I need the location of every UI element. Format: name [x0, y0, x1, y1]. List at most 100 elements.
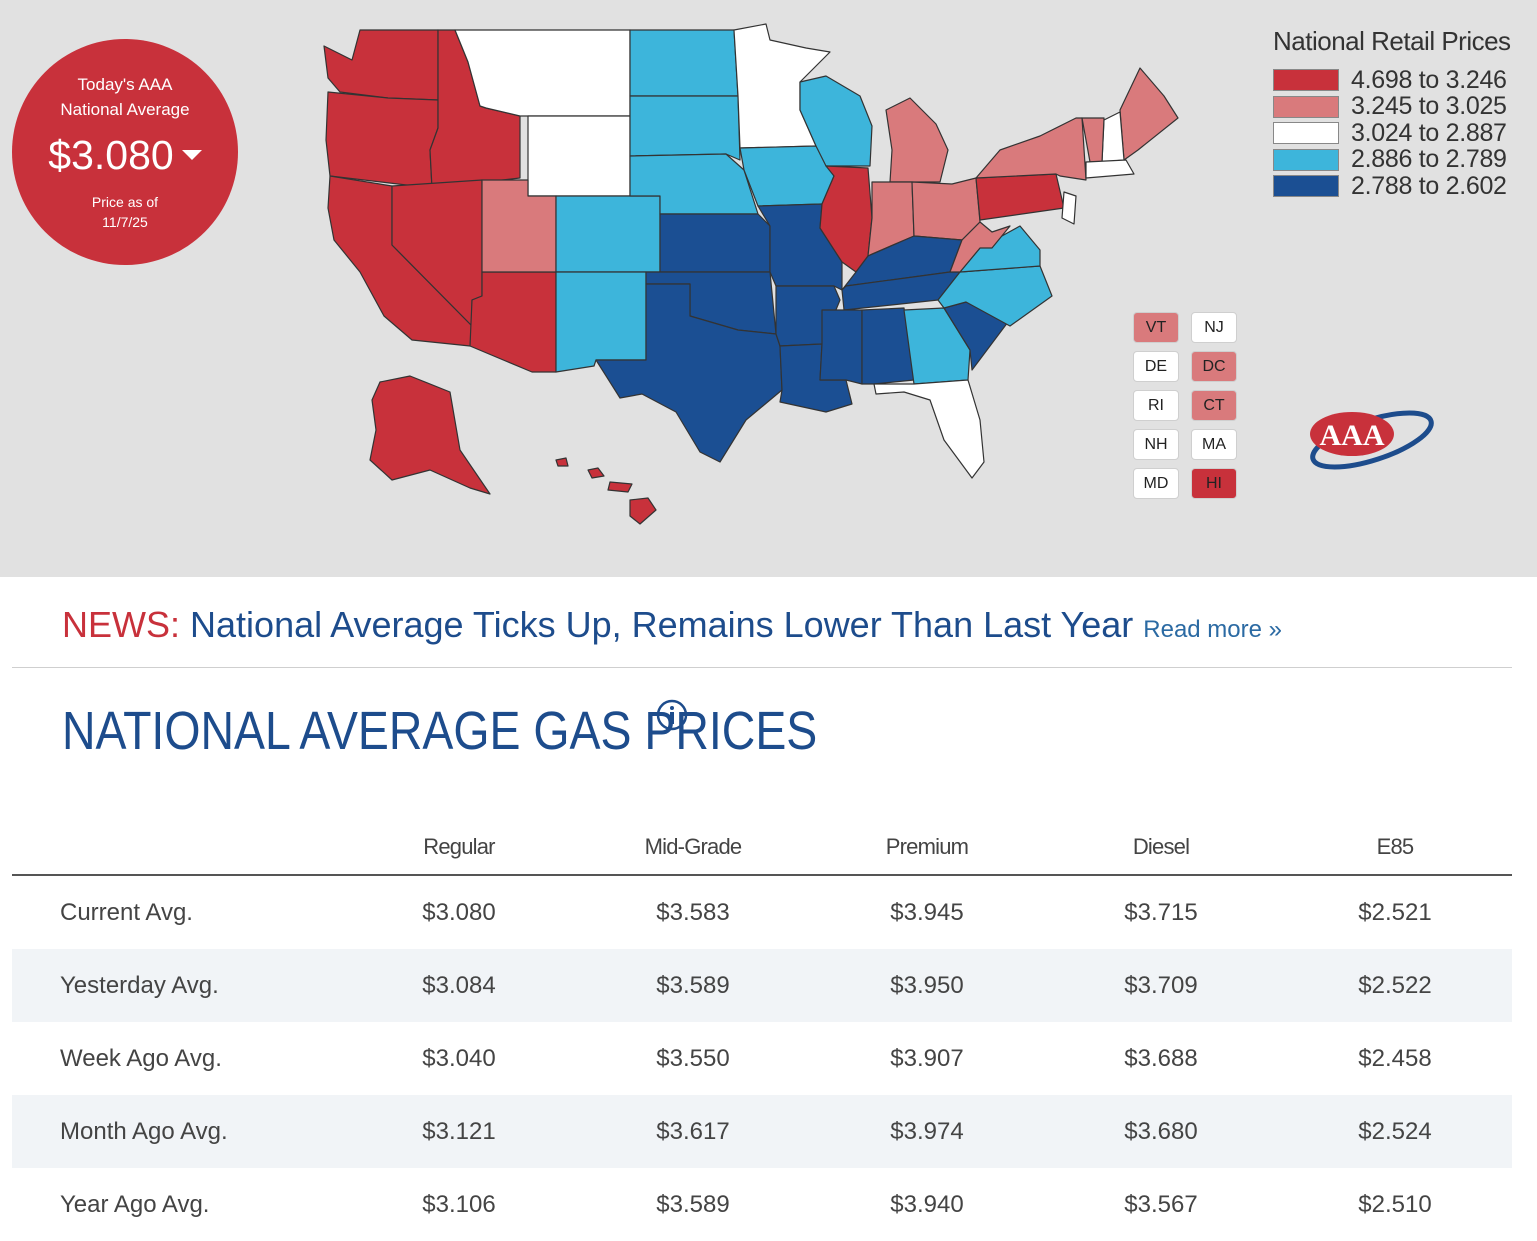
legend-item: 2.788 to 2.602 [1273, 172, 1511, 200]
state-vt[interactable] [1081, 117, 1105, 163]
state-me[interactable] [1119, 67, 1179, 161]
table-cell: $3.567 [1124, 1190, 1198, 1218]
aaa-logo: AAA [1310, 410, 1434, 470]
table-cell: $3.121 [422, 1117, 496, 1145]
state-pa[interactable] [975, 173, 1065, 221]
state-nj[interactable] [1061, 191, 1077, 225]
state-box-md[interactable]: MD [1133, 468, 1179, 499]
state-ny[interactable] [975, 117, 1087, 181]
table-cell: $2.510 [1358, 1190, 1432, 1218]
table-header-e85: E85 [1376, 834, 1415, 859]
table-cell: $2.458 [1358, 1044, 1432, 1072]
legend-swatch [1273, 95, 1339, 118]
section-title: NATIONAL AVERAGE GAS PRICES [62, 701, 818, 761]
state-box-hi[interactable]: HI [1191, 468, 1237, 499]
legend-item: 3.245 to 3.025 [1273, 92, 1511, 120]
state-il[interactable] [819, 165, 873, 273]
state-box-ct[interactable]: CT [1191, 390, 1237, 421]
info-icon[interactable] [655, 698, 689, 732]
state-al[interactable] [861, 307, 915, 385]
table-row: Month Ago Avg. $3.121 $3.617 $3.974 $3.6… [12, 1095, 1512, 1168]
table-cell: $3.715 [1124, 898, 1198, 926]
table-cell: $3.084 [422, 971, 496, 999]
state-hi-islands[interactable] [587, 467, 605, 479]
state-nh[interactable] [1101, 111, 1125, 163]
state-fl[interactable] [873, 379, 985, 479]
table-row: Current Avg. $3.080 $3.583 $3.945 $3.715… [12, 876, 1512, 949]
state-mt[interactable] [454, 29, 631, 117]
state-oh[interactable] [911, 177, 981, 241]
legend-label: 4.698 to 3.246 [1351, 65, 1507, 94]
national-average-price[interactable]: $3.080 [12, 131, 238, 179]
table-cell: $3.680 [1124, 1117, 1198, 1145]
table-cell: $3.589 [656, 1190, 730, 1218]
state-ma[interactable] [1085, 159, 1135, 179]
price-value: $3.080 [48, 132, 174, 178]
state-tx[interactable] [595, 283, 783, 463]
state-wi[interactable] [799, 75, 873, 167]
table-header-regular: Regular [423, 834, 495, 859]
table-cell: $3.589 [656, 971, 730, 999]
table-header-row: Regular Mid-Grade Premium Diesel E85 [12, 820, 1512, 876]
state-az[interactable] [469, 271, 557, 373]
row-label: Year Ago Avg. [60, 1190, 210, 1218]
state-box-nh[interactable]: NH [1133, 429, 1179, 460]
legend-label: 2.886 to 2.789 [1351, 145, 1507, 174]
legend-item: 2.886 to 2.789 [1273, 145, 1511, 174]
state-wv[interactable] [949, 221, 1011, 273]
state-box-ma[interactable]: MA [1191, 429, 1237, 460]
state-box-nj[interactable]: NJ [1191, 312, 1237, 343]
legend-swatch [1273, 175, 1339, 198]
state-hi[interactable] [629, 497, 657, 525]
state-sd[interactable] [629, 95, 741, 161]
table-cell: $3.945 [890, 898, 964, 926]
state-ms[interactable] [819, 309, 863, 385]
state-co[interactable] [555, 195, 661, 273]
table-cell: $3.040 [422, 1044, 496, 1072]
table-cell: $3.106 [422, 1190, 496, 1218]
badge-title-line2: National Average [60, 100, 190, 119]
legend-item: 4.698 to 3.246 [1273, 65, 1511, 94]
state-ak[interactable] [369, 375, 491, 495]
legend: National Retail Prices 4.698 to 3.246 3.… [1273, 26, 1511, 200]
state-mi[interactable] [885, 97, 949, 183]
table-cell: $3.583 [656, 898, 730, 926]
price-date: Price as of 11/7/25 [12, 192, 238, 232]
legend-swatch [1273, 69, 1339, 92]
table-row: Yesterday Avg. $3.084 $3.589 $3.950 $3.7… [12, 949, 1512, 1022]
legend-item: 3.024 to 2.887 [1273, 118, 1511, 147]
table-header-premium: Premium [885, 834, 969, 859]
table-cell: $3.709 [1124, 971, 1198, 999]
row-label: Current Avg. [60, 898, 193, 926]
state-hi-islands-3[interactable] [555, 457, 569, 467]
state-nd[interactable] [629, 29, 739, 97]
aaa-logo-text: AAA [1320, 419, 1385, 452]
legend-title: National Retail Prices [1273, 26, 1511, 56]
news-headline[interactable]: National Average Ticks Up, Remains Lower… [190, 604, 1134, 645]
table-cell: $3.950 [890, 971, 964, 999]
state-nm[interactable] [555, 271, 647, 373]
table-cell: $3.617 [656, 1117, 730, 1145]
state-box-dc[interactable]: DC [1191, 351, 1237, 382]
state-wa[interactable] [323, 29, 439, 101]
state-box-vt[interactable]: VT [1133, 312, 1179, 343]
table-header-diesel: Diesel [1132, 834, 1190, 859]
state-ga[interactable] [903, 307, 971, 385]
state-or[interactable] [325, 91, 439, 189]
national-average-badge: Today's AAA National Average $3.080 Pric… [12, 39, 238, 265]
state-box-de[interactable]: DE [1133, 351, 1179, 382]
table-cell: $2.522 [1358, 971, 1432, 999]
price-date-label: Price as of [91, 194, 159, 210]
state-box-ri[interactable]: RI [1133, 390, 1179, 421]
table-cell: $3.907 [890, 1044, 964, 1072]
small-states-grid: VT NJ DE DC RI CT NH MA MD HI [1133, 312, 1237, 499]
us-map [323, 23, 1179, 525]
legend-label: 3.024 to 2.887 [1351, 118, 1507, 147]
state-hi-islands-2[interactable] [607, 481, 633, 493]
table-cell: $3.080 [422, 898, 496, 926]
read-more-link[interactable]: Read more » [1143, 616, 1283, 643]
state-ks[interactable] [659, 213, 771, 273]
table-cell: $3.940 [890, 1190, 964, 1218]
state-wy[interactable] [527, 115, 631, 197]
caret-down-icon[interactable] [181, 150, 202, 161]
